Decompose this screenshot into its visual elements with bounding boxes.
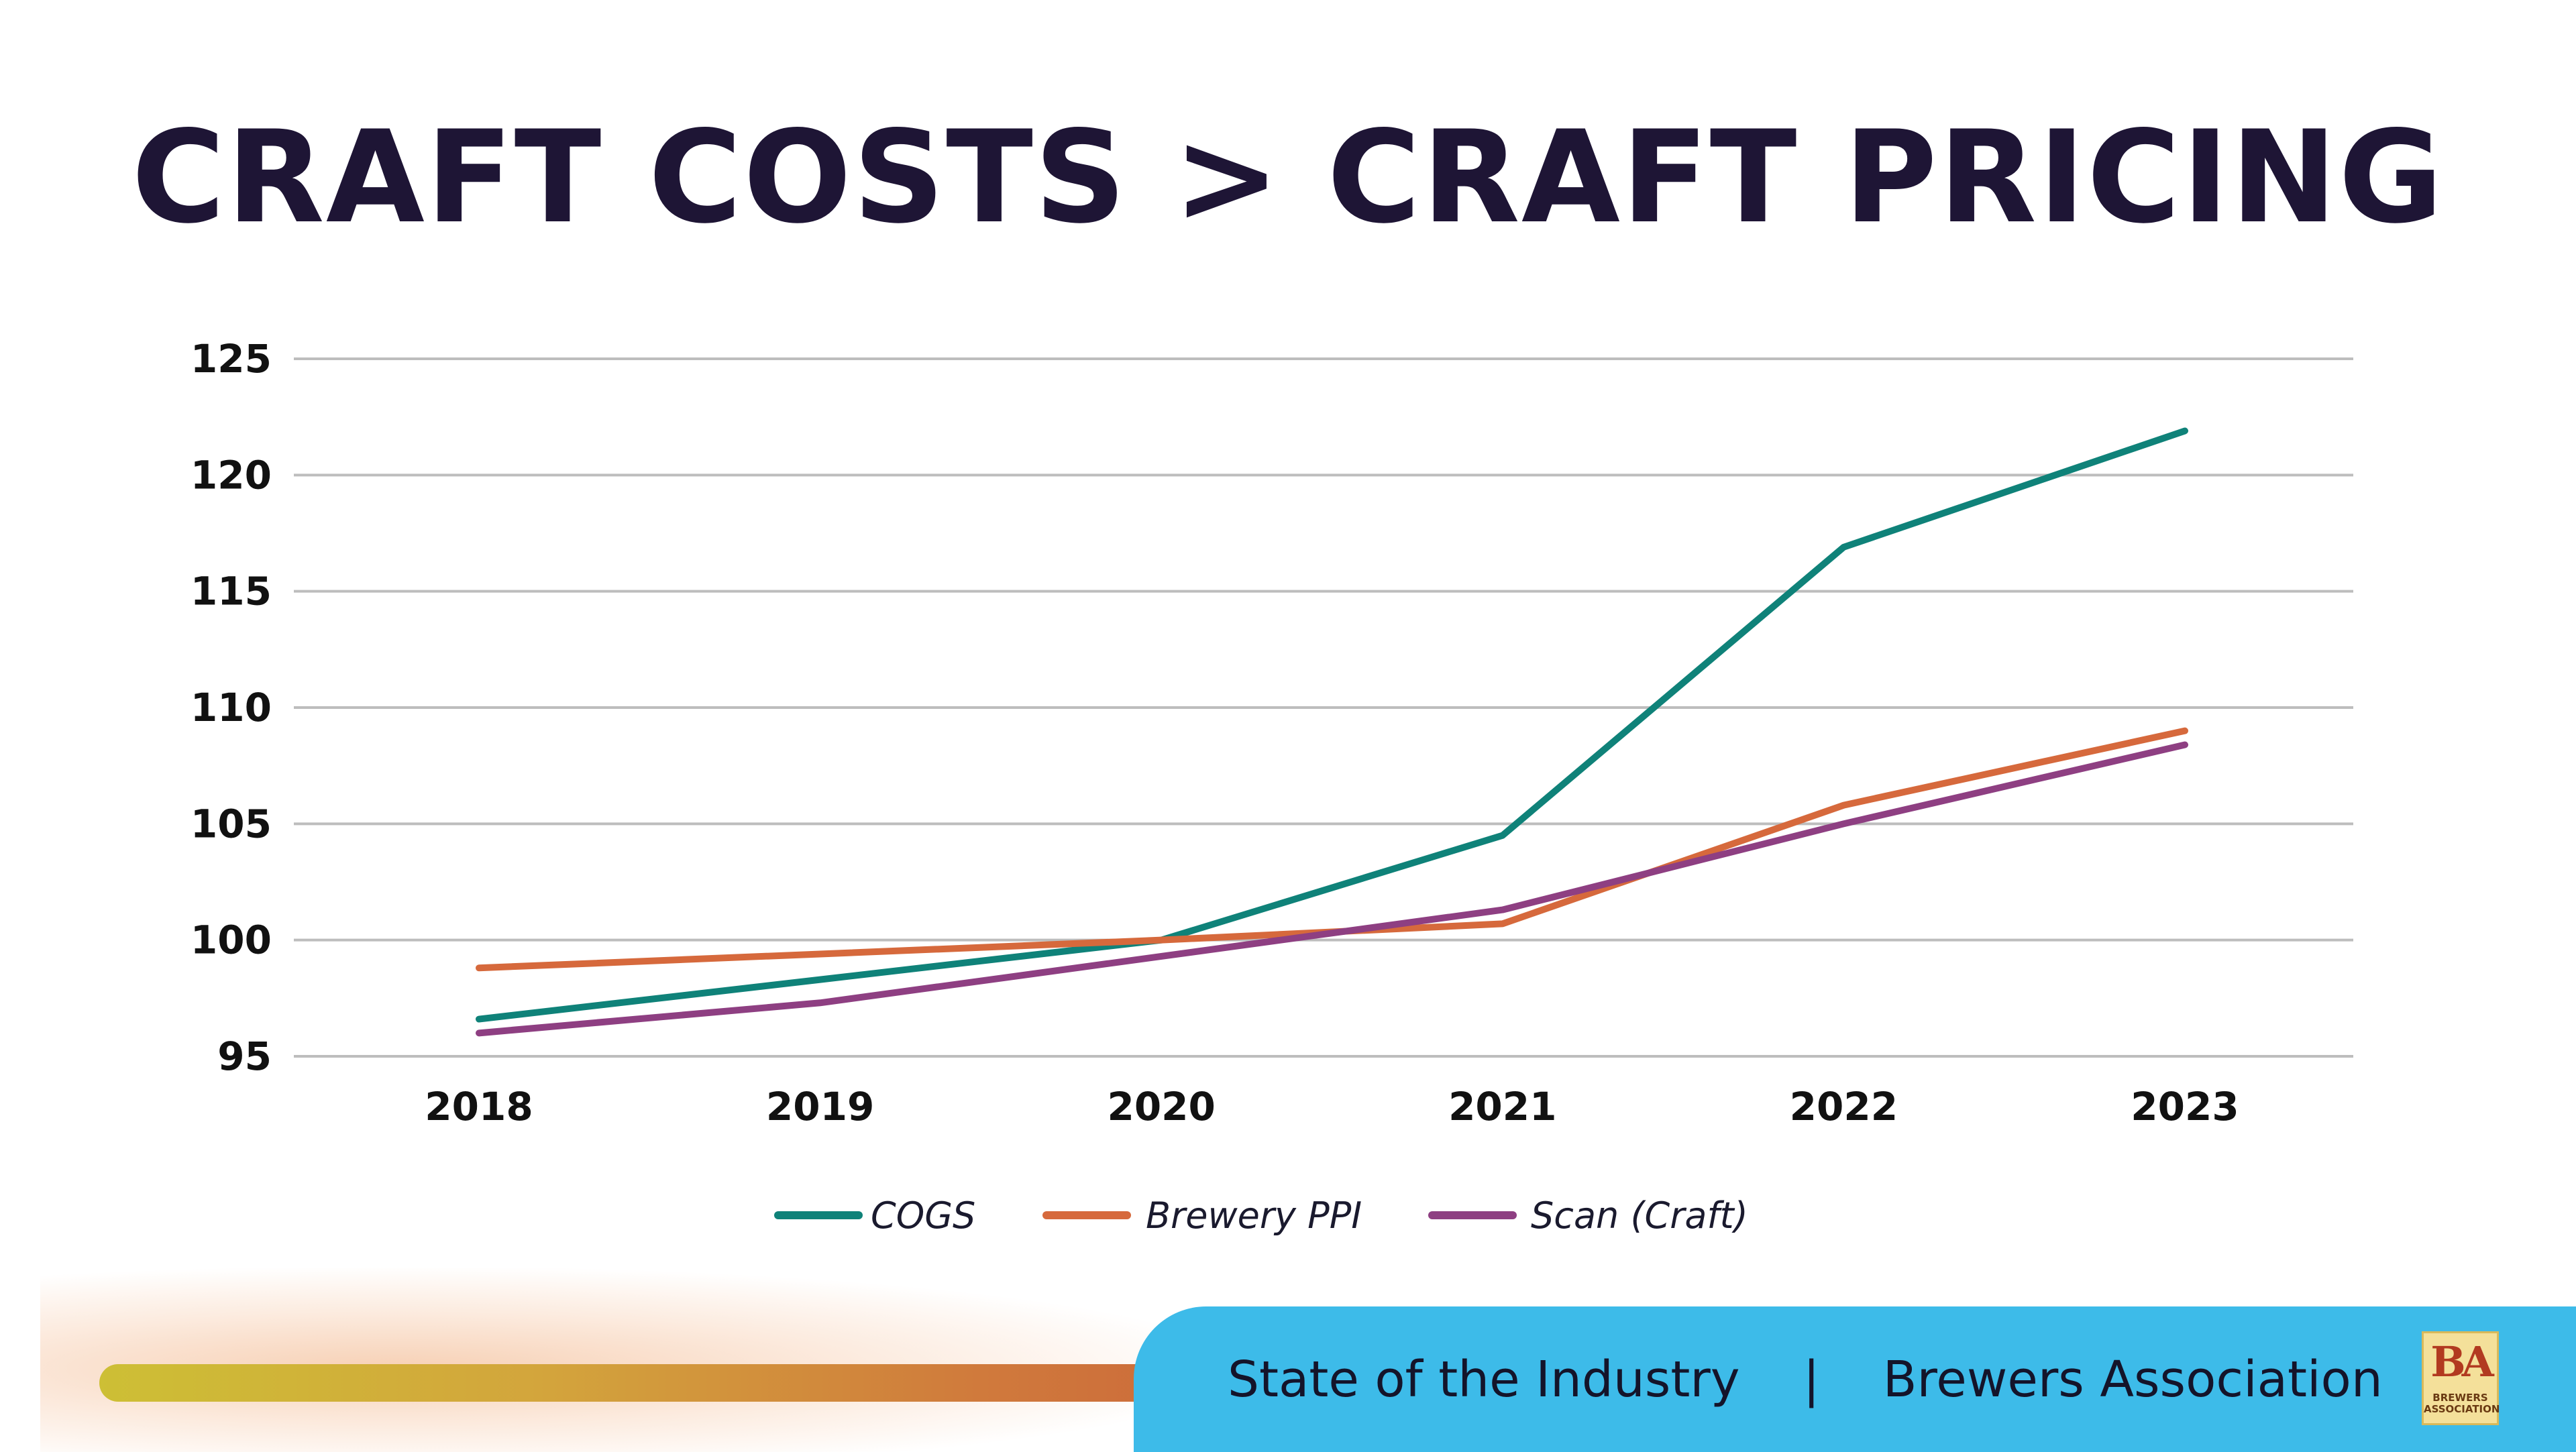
y-tick-label-110: 110 (191, 685, 272, 730)
series-line-2 (476, 741, 2188, 1037)
x-tick-label-2019: 2019 (766, 1084, 874, 1129)
footer-panel (1134, 1306, 2576, 1452)
footer-left-text: State of the Industry (1228, 1350, 1740, 1408)
line-chart: 95 100 105 110 115 120 125 2018 2019 2020 2021 202… (191, 336, 2353, 1237)
x-tick-label-2021: 2021 (1448, 1084, 1556, 1129)
y-tick-label-105: 105 (191, 801, 272, 846)
y-tick-label-125: 125 (191, 336, 272, 382)
legend-label-0: COGS (871, 1194, 975, 1237)
grid-lines (294, 357, 2353, 1058)
x-tick-label-2020: 2020 (1107, 1084, 1215, 1129)
series-line-0 (476, 427, 2188, 1023)
footer-separator: | (1803, 1350, 1820, 1408)
brewers-association-logo: BA BREWERS ASSOCIATION (2422, 1331, 2500, 1425)
y-tick-label-115: 115 (191, 569, 272, 614)
y-tick-label-120: 120 (191, 452, 272, 498)
legend: COGS Brewery PPI Scan (Craft) (774, 1194, 1748, 1237)
y-axis-ticks: 95 100 105 110 115 120 125 (191, 336, 272, 1079)
x-tick-label-2022: 2022 (1790, 1084, 1898, 1129)
series-lines (476, 427, 2188, 1037)
footer-text: State of the Industry | Brewers Associat… (1228, 1306, 2383, 1452)
footer-accent-bar (99, 1364, 1199, 1402)
x-tick-label-2023: 2023 (2131, 1084, 2239, 1129)
y-tick-label-100: 100 (191, 917, 272, 963)
slide-title: CRAFT COSTS > CRAFT PRICING (131, 103, 2445, 252)
y-tick-label-95: 95 (217, 1034, 272, 1079)
footer-glow (40, 1268, 1234, 1452)
x-axis-ticks: 2018 2019 2020 2021 2022 2023 (425, 1084, 2239, 1129)
x-tick-label-2018: 2018 (425, 1084, 533, 1129)
footer-right-text: Brewers Association (1882, 1350, 2383, 1408)
legend-label-2: Scan (Craft) (1531, 1194, 1748, 1237)
logo-caption: BREWERS ASSOCIATION (2424, 1392, 2500, 1415)
legend-label-1: Brewery PPI (1146, 1194, 1362, 1237)
logo-mark: BA (2430, 1337, 2494, 1386)
